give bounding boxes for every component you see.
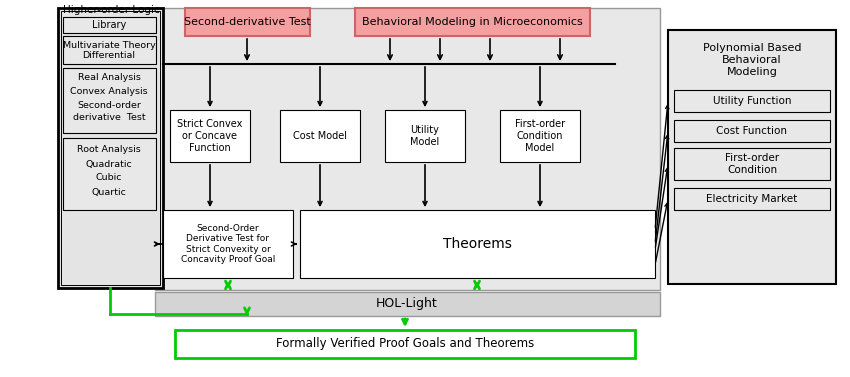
Text: Formally Verified Proof Goals and Theorems: Formally Verified Proof Goals and Theore… bbox=[276, 337, 534, 351]
Text: Second-derivative Test: Second-derivative Test bbox=[184, 17, 310, 27]
Bar bbox=[500, 110, 580, 162]
Bar bbox=[61, 11, 160, 285]
Text: Electricity Market: Electricity Market bbox=[706, 194, 797, 204]
Text: Behavioral Modeling in Microeconomics: Behavioral Modeling in Microeconomics bbox=[361, 17, 582, 27]
Bar bbox=[155, 292, 660, 316]
Bar bbox=[300, 210, 655, 278]
Text: Strict Convex
or Concave
Function: Strict Convex or Concave Function bbox=[178, 120, 243, 153]
Bar bbox=[674, 148, 830, 180]
Bar bbox=[170, 110, 250, 162]
Bar bbox=[63, 17, 156, 33]
Text: HOL-Light: HOL-Light bbox=[376, 297, 438, 311]
Text: Multivariate Theory: Multivariate Theory bbox=[63, 40, 156, 49]
Bar bbox=[674, 120, 830, 142]
Bar bbox=[185, 8, 310, 36]
Text: Quartic: Quartic bbox=[92, 187, 127, 196]
Bar bbox=[63, 138, 156, 210]
Text: Cubic: Cubic bbox=[96, 173, 122, 182]
Text: Second-order: Second-order bbox=[77, 101, 141, 110]
Text: First-order
Condition: First-order Condition bbox=[725, 153, 779, 175]
Bar bbox=[674, 188, 830, 210]
Text: Real Analysis: Real Analysis bbox=[77, 74, 140, 83]
Text: Utility Function: Utility Function bbox=[713, 96, 791, 106]
Bar bbox=[58, 8, 163, 288]
Bar bbox=[155, 8, 660, 290]
Bar bbox=[668, 30, 836, 284]
Text: First-order
Condition
Model: First-order Condition Model bbox=[515, 120, 565, 153]
Bar bbox=[63, 36, 156, 64]
Text: Polynomial Based
Behavioral
Modeling: Polynomial Based Behavioral Modeling bbox=[703, 43, 802, 77]
Text: Convex Analysis: Convex Analysis bbox=[71, 87, 148, 97]
Text: Cost Model: Cost Model bbox=[293, 131, 347, 141]
Bar bbox=[175, 330, 635, 358]
Text: Quadratic: Quadratic bbox=[86, 159, 133, 169]
Text: Utility
Model: Utility Model bbox=[411, 125, 439, 147]
Bar bbox=[163, 210, 293, 278]
Bar bbox=[674, 90, 830, 112]
Text: Library: Library bbox=[92, 20, 126, 30]
Text: Root Analysis: Root Analysis bbox=[77, 144, 141, 153]
Text: derivative  Test: derivative Test bbox=[73, 113, 145, 123]
Bar bbox=[385, 110, 465, 162]
Text: Theorems: Theorems bbox=[443, 237, 512, 251]
Text: Higher-order Logic: Higher-order Logic bbox=[63, 5, 160, 15]
Text: Second-Order
Derivative Test for
Strict Convexity or
Concavity Proof Goal: Second-Order Derivative Test for Strict … bbox=[181, 224, 275, 264]
Text: Differential: Differential bbox=[82, 52, 135, 60]
Bar bbox=[355, 8, 590, 36]
Bar bbox=[63, 68, 156, 133]
Text: Cost Function: Cost Function bbox=[717, 126, 787, 136]
Bar bbox=[280, 110, 360, 162]
